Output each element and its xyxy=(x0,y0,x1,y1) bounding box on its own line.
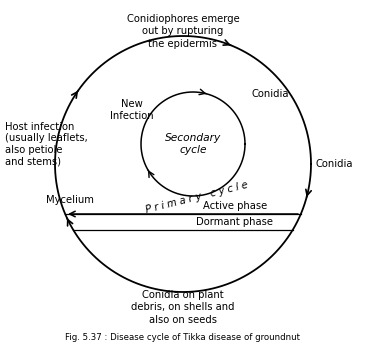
Text: Conidia: Conidia xyxy=(252,89,290,99)
Text: Secondary
cycle: Secondary cycle xyxy=(165,133,221,155)
Text: Host infection
(usually leaflets,
also petiole
and stems): Host infection (usually leaflets, also p… xyxy=(5,121,88,166)
Text: Mycelium: Mycelium xyxy=(46,195,94,205)
Text: Conidiophores emerge
out by rupturing
the epidermis: Conidiophores emerge out by rupturing th… xyxy=(127,14,239,49)
Text: Dormant phase: Dormant phase xyxy=(197,217,273,227)
Text: Conidia on plant
debris, on shells and
also on seeds: Conidia on plant debris, on shells and a… xyxy=(131,290,235,325)
Text: Conidia: Conidia xyxy=(316,159,354,169)
Text: New
Infection: New Infection xyxy=(110,99,154,121)
Text: P r i m a r y   c y c l e: P r i m a r y c y c l e xyxy=(145,180,249,215)
Text: Active phase: Active phase xyxy=(203,201,267,211)
Text: Fig. 5.37 : Disease cycle of Tikka disease of groundnut: Fig. 5.37 : Disease cycle of Tikka disea… xyxy=(66,333,300,342)
